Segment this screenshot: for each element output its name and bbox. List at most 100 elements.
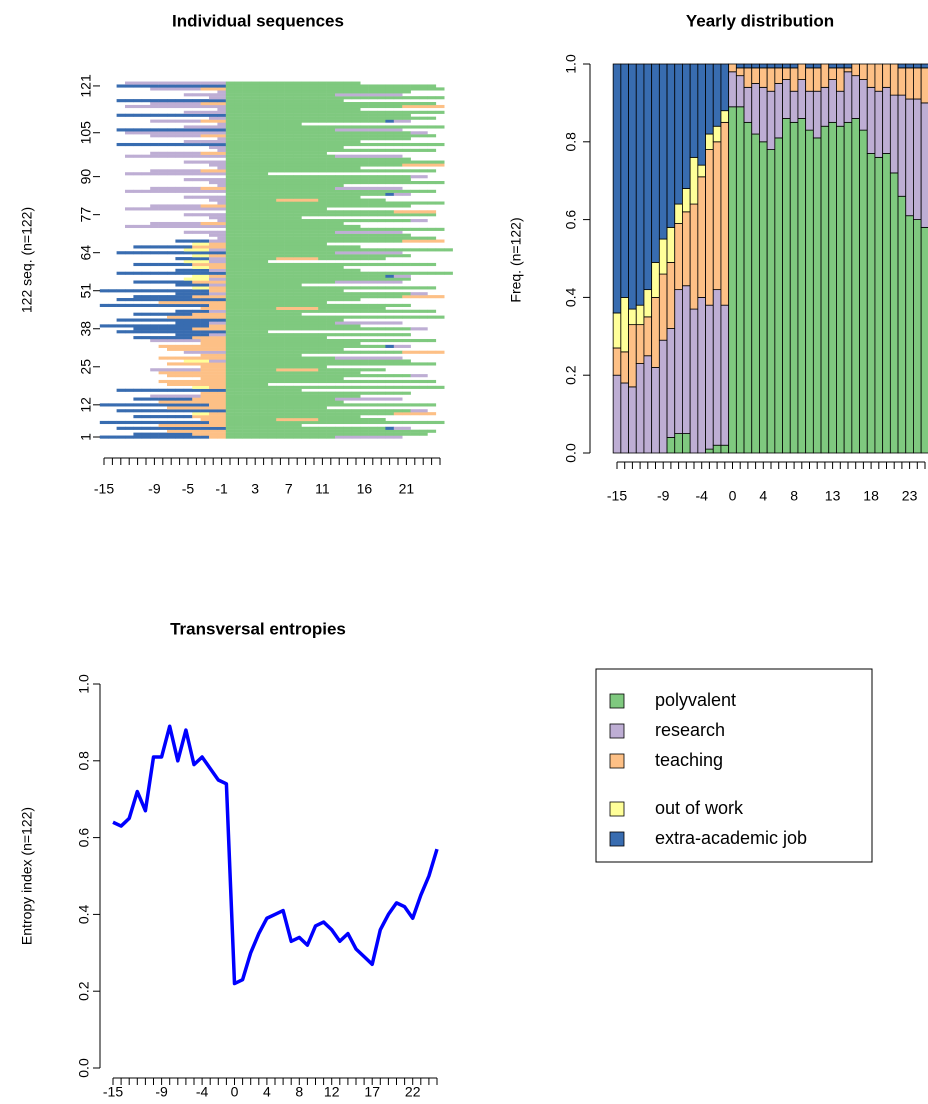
sequence-cell xyxy=(309,254,319,258)
sequence-cell xyxy=(326,368,336,372)
sequence-cell xyxy=(259,268,269,272)
sequence-cell xyxy=(293,309,302,313)
sequence-cell xyxy=(209,195,218,199)
x-tick-label: -5 xyxy=(182,481,195,497)
sequence-cell xyxy=(242,327,252,331)
sequence-cell xyxy=(192,362,201,366)
sequence-cell xyxy=(284,315,294,319)
sequence-cell xyxy=(192,195,201,199)
sequence-cell xyxy=(368,169,378,173)
sequence-cell xyxy=(175,292,185,296)
sequence-cell xyxy=(251,175,260,179)
sequence-cell xyxy=(242,201,252,205)
x-tick-label: 22 xyxy=(405,1084,421,1100)
sequence-cell xyxy=(242,397,252,401)
sequence-cell xyxy=(410,227,420,231)
sequence-cell xyxy=(393,412,403,416)
sequence-cell xyxy=(377,356,386,360)
sequence-cell xyxy=(234,116,243,120)
bar-segment xyxy=(620,351,629,384)
sequence-cell xyxy=(377,368,386,372)
sequence-cell xyxy=(427,142,437,147)
sequence-cell xyxy=(200,113,210,117)
sequence-cell xyxy=(309,315,319,319)
sequence-cell xyxy=(368,137,378,141)
sequence-cell xyxy=(309,178,319,182)
sequence-cell xyxy=(158,344,168,348)
sequence-cell xyxy=(141,303,151,308)
sequence-cell xyxy=(251,289,260,293)
sequence-cell xyxy=(393,169,403,173)
sequence-cell xyxy=(192,368,201,372)
sequence-cell xyxy=(225,420,235,425)
sequence-cell xyxy=(309,391,319,395)
sequence-cell xyxy=(301,131,311,135)
sequence-cell xyxy=(234,374,243,378)
bar-segment xyxy=(859,129,868,454)
sequence-cell xyxy=(335,140,344,144)
sequence-cell xyxy=(141,207,151,211)
sequence-cell xyxy=(309,137,319,141)
sequence-cell xyxy=(108,435,117,439)
sequence-cell xyxy=(259,309,269,313)
sequence-cell xyxy=(368,131,378,135)
sequence-cell xyxy=(301,245,311,249)
sequence-cell xyxy=(158,423,168,427)
sequence-cell xyxy=(175,356,185,360)
sequence-cell xyxy=(368,409,378,413)
sequence-cell xyxy=(192,169,201,173)
sequence-cell xyxy=(150,245,159,249)
sequence-cell xyxy=(200,423,210,427)
sequence-cell xyxy=(377,219,386,223)
sequence-cell xyxy=(175,113,185,117)
bar-segment xyxy=(751,83,760,135)
sequence-cell xyxy=(284,283,294,287)
sequence-cell xyxy=(377,417,386,422)
sequence-cell xyxy=(242,315,252,319)
sequence-cell xyxy=(217,412,227,416)
sequence-cell xyxy=(133,420,143,425)
sequence-cell xyxy=(234,172,243,176)
sequence-cell xyxy=(251,280,260,284)
sequence-cell xyxy=(410,385,420,389)
bar-segment xyxy=(751,63,760,69)
sequence-cell xyxy=(326,289,336,293)
sequence-cell xyxy=(343,341,353,346)
sequence-cell xyxy=(402,403,411,407)
sequence-cell xyxy=(192,333,201,337)
sequence-cell xyxy=(225,236,235,240)
sequence-cell xyxy=(377,116,386,120)
sequence-cell xyxy=(251,242,260,246)
sequence-cell xyxy=(267,406,277,410)
sequence-cell xyxy=(385,280,395,284)
sequence-cell xyxy=(284,388,294,392)
sequence-cell xyxy=(209,145,218,150)
sequence-cell xyxy=(351,236,361,240)
sequence-cell xyxy=(343,309,353,313)
sequence-cell xyxy=(309,286,319,290)
sequence-cell xyxy=(309,236,319,240)
sequence-cell xyxy=(343,271,353,275)
sequence-cell xyxy=(301,219,311,223)
sequence-cell xyxy=(419,248,428,252)
sequence-cell xyxy=(200,356,210,360)
sequence-cell xyxy=(167,113,176,117)
sequence-cell xyxy=(402,338,411,343)
sequence-cell xyxy=(209,289,218,293)
sequence-cell xyxy=(360,142,369,147)
sequence-cell xyxy=(267,283,277,287)
sequence-cell xyxy=(183,406,193,410)
sequence-cell xyxy=(393,227,403,231)
sequence-cell xyxy=(301,104,311,109)
sequence-cell xyxy=(158,435,168,439)
sequence-cell xyxy=(242,93,252,97)
sequence-cell xyxy=(351,166,361,170)
sequence-cell xyxy=(309,336,319,340)
bar-segment xyxy=(666,328,676,438)
sequence-cell xyxy=(377,175,386,179)
sequence-cell xyxy=(276,374,285,378)
sequence-cell xyxy=(360,409,369,413)
sequence-cell xyxy=(158,409,168,413)
sequence-cell xyxy=(217,274,227,278)
sequence-cell xyxy=(217,84,227,88)
